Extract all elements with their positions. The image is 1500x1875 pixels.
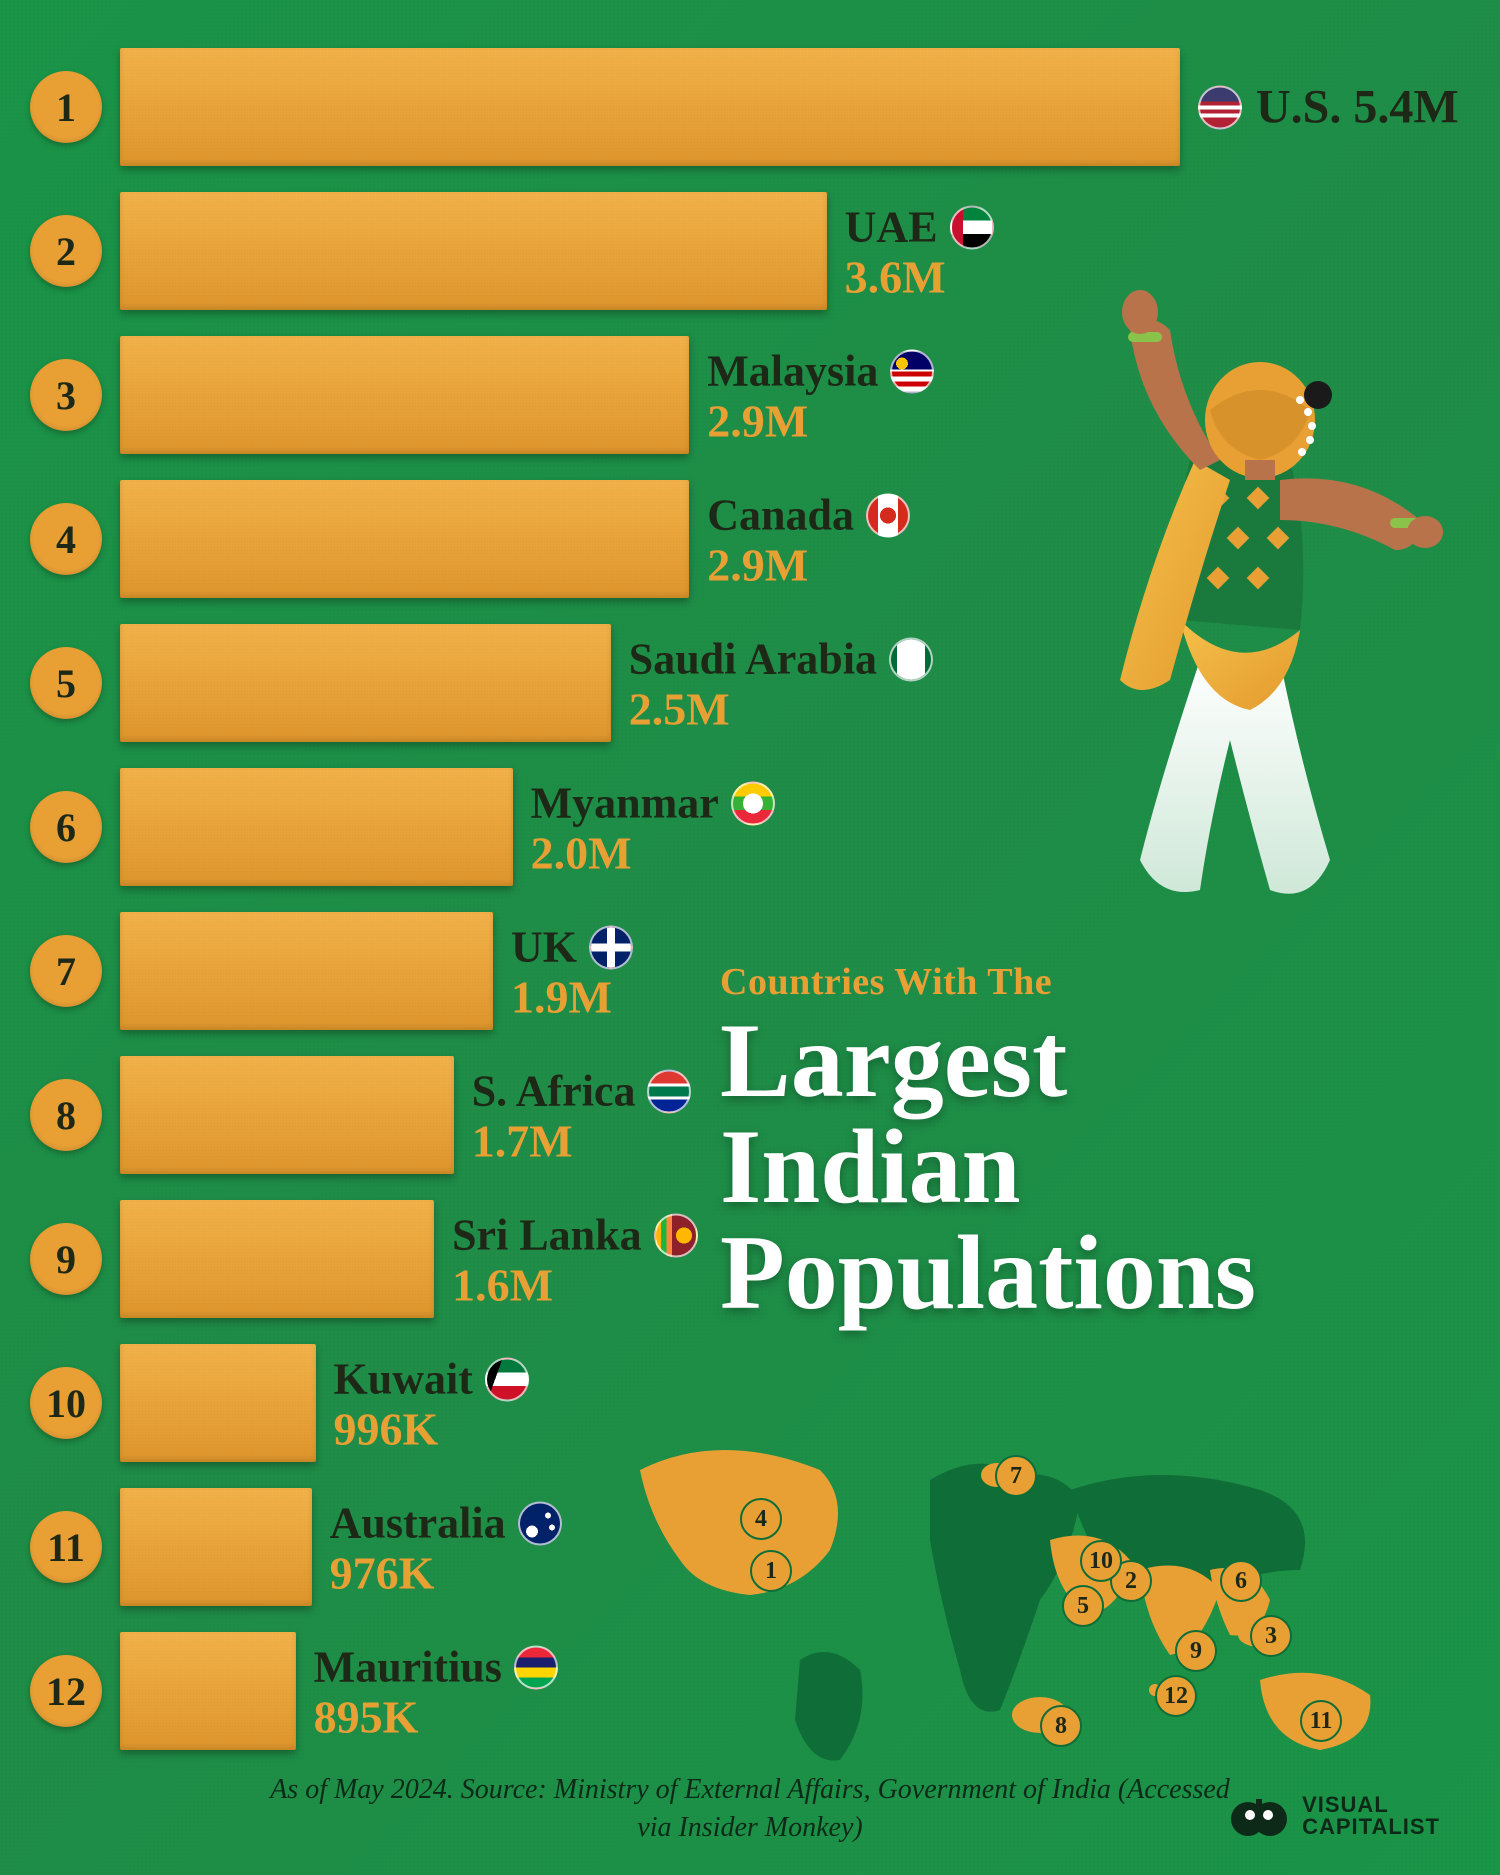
chart-row: 6 Myanmar2.0M — [30, 760, 1470, 894]
brand-line-1: VISUAL — [1302, 1794, 1440, 1816]
chart-row: 4 Canada2.9M — [30, 472, 1470, 606]
bar-label: Australia976K — [330, 1498, 562, 1597]
bar-label: U.S. 5.4M — [1198, 80, 1459, 135]
rank-badge: 1 — [30, 71, 102, 143]
rank-badge: 10 — [30, 1367, 102, 1439]
map-pin: 11 — [1300, 1700, 1342, 1742]
bar-label: Saudi Arabia2.5M — [629, 634, 933, 733]
chart-row: 1 U.S. 5.4M — [30, 40, 1470, 174]
value-label: 1.6M — [452, 1263, 698, 1309]
rank-badge: 7 — [30, 935, 102, 1007]
bar-label: Canada2.9M — [707, 490, 910, 589]
bar — [120, 768, 513, 886]
bar-label: Sri Lanka1.6M — [452, 1210, 698, 1309]
bar-label: Mauritius895K — [314, 1642, 558, 1741]
bar — [120, 480, 689, 598]
map-pin: 5 — [1062, 1585, 1104, 1627]
country-name: Saudi Arabia — [629, 634, 877, 685]
value-label: 2.9M — [707, 399, 934, 445]
value-label: 996K — [334, 1407, 529, 1453]
flag-icon — [654, 1213, 698, 1257]
country-name: Malaysia — [707, 346, 878, 397]
country-name: Kuwait — [334, 1354, 473, 1405]
country-name: Mauritius — [314, 1642, 502, 1693]
flag-icon — [889, 637, 933, 681]
rank-badge: 5 — [30, 647, 102, 719]
bar — [120, 1344, 316, 1462]
bar-label: Kuwait996K — [334, 1354, 529, 1453]
rank-badge: 4 — [30, 503, 102, 575]
rank-badge: 12 — [30, 1655, 102, 1727]
value-label: 2.5M — [629, 687, 933, 733]
value-label: 3.6M — [845, 255, 994, 301]
country-name: UK — [511, 922, 577, 973]
country-name: Myanmar — [531, 778, 719, 829]
bar — [120, 192, 827, 310]
value-label: 2.0M — [531, 831, 775, 877]
bar — [120, 912, 493, 1030]
bar — [120, 1632, 296, 1750]
map-pin: 6 — [1220, 1560, 1262, 1602]
flag-icon — [1198, 85, 1242, 129]
country-name: Canada — [707, 490, 854, 541]
bar-label: UK1.9M — [511, 922, 633, 1021]
chart-row: 3 Malaysia2.9M — [30, 328, 1470, 462]
bar-label: Myanmar2.0M — [531, 778, 775, 877]
value-label: 1.9M — [511, 975, 633, 1021]
flag-icon — [647, 1069, 691, 1113]
brand-text: VISUAL CAPITALIST — [1302, 1794, 1440, 1838]
value-label: 2.9M — [707, 543, 910, 589]
map-pin: 4 — [740, 1498, 782, 1540]
country-name: U.S. 5.4M — [1256, 80, 1459, 135]
chart-row: 2 UAE3.6M — [30, 184, 1470, 318]
country-name: Sri Lanka — [452, 1210, 642, 1261]
bar — [120, 1488, 312, 1606]
bar — [120, 624, 611, 742]
flag-icon — [518, 1501, 562, 1545]
world-map: 147210563912811 — [600, 1420, 1420, 1770]
flag-icon — [485, 1357, 529, 1401]
bar-label: S. Africa1.7M — [472, 1066, 692, 1165]
map-pin: 12 — [1155, 1675, 1197, 1717]
map-pin: 7 — [995, 1455, 1037, 1497]
map-pin: 8 — [1040, 1705, 1082, 1747]
value-label: 1.7M — [472, 1119, 692, 1165]
value-label: 976K — [330, 1551, 562, 1597]
bar-label: Malaysia2.9M — [707, 346, 934, 445]
map-pin: 3 — [1250, 1615, 1292, 1657]
flag-icon — [589, 925, 633, 969]
flag-icon — [950, 205, 994, 249]
bar — [120, 48, 1180, 166]
rank-badge: 11 — [30, 1511, 102, 1583]
bar-label: UAE3.6M — [845, 202, 994, 301]
bar — [120, 1056, 454, 1174]
flag-icon — [890, 349, 934, 393]
map-pin: 1 — [750, 1550, 792, 1592]
country-name: S. Africa — [472, 1066, 636, 1117]
country-name: Australia — [330, 1498, 506, 1549]
map-pin: 10 — [1080, 1540, 1122, 1582]
flag-icon — [514, 1645, 558, 1689]
flag-icon — [731, 781, 775, 825]
rank-badge: 8 — [30, 1079, 102, 1151]
chart-row: 9 Sri Lanka1.6M — [30, 1192, 1470, 1326]
chart-row: 7 UK1.9M — [30, 904, 1470, 1038]
rank-badge: 3 — [30, 359, 102, 431]
rank-badge: 6 — [30, 791, 102, 863]
visual-capitalist-icon — [1228, 1793, 1290, 1839]
country-name: UAE — [845, 202, 938, 253]
map-pin: 9 — [1175, 1630, 1217, 1672]
chart-row: 8 S. Africa1.7M — [30, 1048, 1470, 1182]
brand-line-2: CAPITALIST — [1302, 1816, 1440, 1838]
flag-icon — [866, 493, 910, 537]
bar — [120, 1200, 434, 1318]
rank-badge: 2 — [30, 215, 102, 287]
chart-row: 5 Saudi Arabia2.5M — [30, 616, 1470, 750]
value-label: 895K — [314, 1695, 558, 1741]
bar — [120, 336, 689, 454]
brand-logo-block: VISUAL CAPITALIST — [1228, 1793, 1440, 1839]
rank-badge: 9 — [30, 1223, 102, 1295]
